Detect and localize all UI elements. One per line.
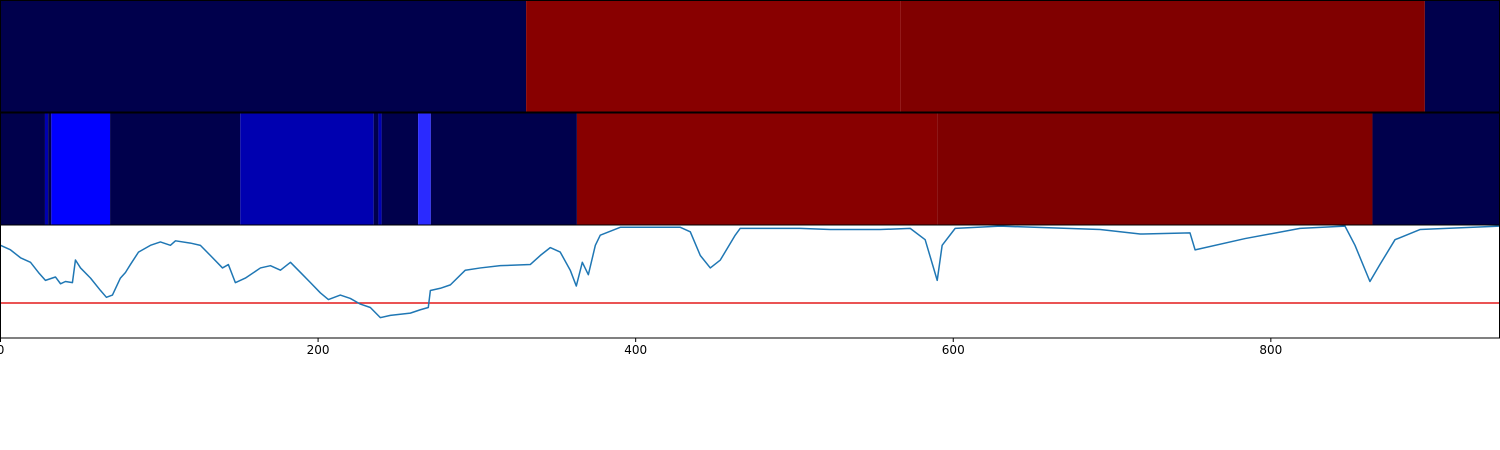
heatmap-cell <box>0 113 45 225</box>
axes-frame <box>0 224 1500 339</box>
heatmap-cell <box>48 113 52 225</box>
heatmap-cell <box>0 0 527 112</box>
x-tick-label: 0 <box>0 343 4 357</box>
heatmap-cell <box>378 113 382 225</box>
data-line <box>0 225 1500 319</box>
heatmap-cell <box>900 0 1425 112</box>
heatmap-cell <box>576 113 938 225</box>
heatmap-cell <box>526 0 901 112</box>
x-tick-label: 400 <box>624 343 647 357</box>
x-tick-label: 600 <box>942 343 965 357</box>
heatmap-cell <box>430 113 577 225</box>
heatmap-cell <box>1372 113 1500 225</box>
heatmap-cell <box>51 113 111 225</box>
heatmap-cell <box>937 113 1373 225</box>
heatmap-cell <box>381 113 419 225</box>
x-tick-label: 800 <box>1259 343 1282 357</box>
heatmap-cell <box>1424 0 1500 112</box>
x-tick-label: 200 <box>307 343 330 357</box>
heatmap-cell <box>418 113 431 225</box>
heatmap-cell <box>373 113 379 225</box>
heatmap-cell <box>44 113 49 225</box>
heatmap-cell <box>240 113 374 225</box>
heatmap-cell <box>110 113 241 225</box>
